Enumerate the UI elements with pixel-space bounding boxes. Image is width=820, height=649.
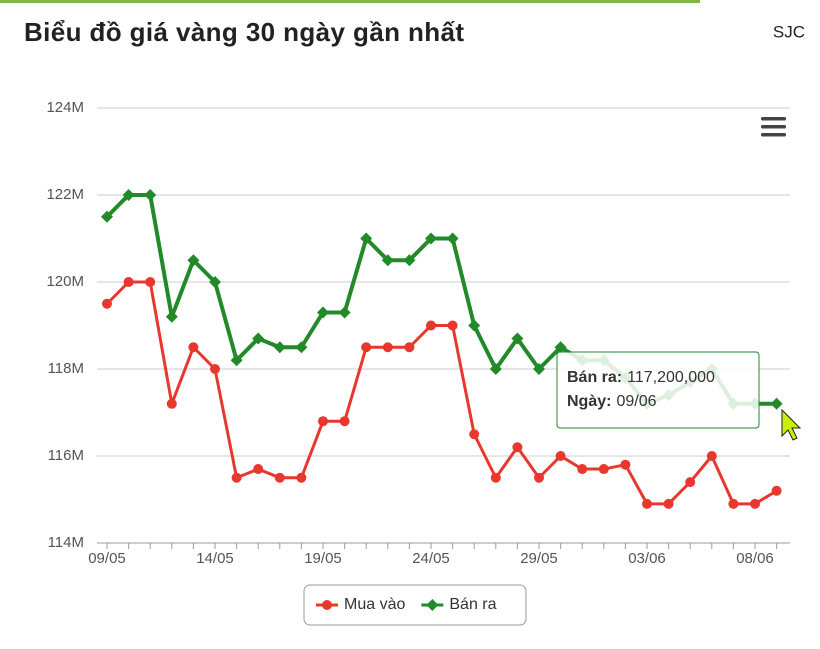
y-tick-label: 116M bbox=[48, 447, 84, 464]
point bbox=[404, 342, 415, 353]
point bbox=[295, 341, 308, 354]
x-tick-label: 03/06 bbox=[628, 550, 666, 567]
point bbox=[468, 319, 481, 332]
x-tick-label: 19/05 bbox=[304, 550, 342, 567]
y-tick-label: 122M bbox=[46, 186, 84, 203]
point bbox=[317, 306, 329, 319]
point bbox=[102, 298, 112, 309]
x-tick-label: 24/05 bbox=[412, 550, 450, 567]
point bbox=[252, 332, 265, 345]
point bbox=[533, 363, 545, 375]
point bbox=[123, 277, 134, 287]
point bbox=[447, 320, 458, 331]
tooltip-value: 117,200,000 bbox=[627, 369, 715, 386]
point bbox=[273, 341, 286, 354]
point bbox=[339, 416, 350, 427]
legend-box bbox=[303, 584, 527, 626]
point bbox=[360, 232, 373, 245]
y-tick-label: 114M bbox=[48, 534, 84, 551]
tooltip-label: Bán ra: bbox=[567, 369, 622, 386]
point bbox=[685, 477, 696, 488]
y-tick-label: 120M bbox=[46, 273, 84, 290]
point bbox=[663, 498, 674, 509]
point bbox=[489, 363, 502, 375]
point bbox=[750, 498, 760, 509]
point bbox=[770, 397, 783, 410]
point bbox=[145, 277, 156, 287]
point bbox=[382, 342, 393, 353]
point bbox=[338, 306, 351, 319]
point bbox=[166, 398, 177, 409]
point bbox=[296, 472, 307, 483]
source: SJC bbox=[773, 22, 805, 41]
legend-label[interactable]: Mua vào bbox=[344, 596, 405, 613]
legend-label[interactable]: Bán ra bbox=[449, 596, 496, 613]
top-bar bbox=[0, 0, 700, 3]
point bbox=[469, 429, 480, 440]
point bbox=[253, 464, 264, 475]
point bbox=[728, 498, 739, 509]
point bbox=[122, 189, 135, 201]
point bbox=[511, 332, 524, 345]
point bbox=[165, 310, 178, 323]
point bbox=[101, 210, 113, 223]
point bbox=[426, 320, 436, 331]
point bbox=[425, 232, 437, 245]
point bbox=[598, 464, 609, 475]
x-tick-label: 29/05 bbox=[520, 550, 558, 567]
legend-marker bbox=[426, 599, 439, 611]
point bbox=[318, 416, 328, 427]
y-tick-label: 124M bbox=[46, 99, 84, 116]
point bbox=[642, 498, 652, 509]
legend-marker bbox=[322, 600, 332, 610]
point bbox=[577, 464, 588, 475]
x-tick-label: 09/05 bbox=[88, 550, 126, 567]
point bbox=[620, 459, 631, 470]
point bbox=[231, 472, 242, 483]
point bbox=[381, 254, 394, 267]
title: Biểu đồ giá vàng 30 ngày gần nhất bbox=[24, 17, 464, 47]
point bbox=[490, 472, 501, 483]
point bbox=[512, 442, 523, 453]
tooltip-value: 09/06 bbox=[616, 393, 656, 410]
point bbox=[554, 341, 567, 354]
y-tick-label: 118M bbox=[48, 360, 84, 377]
point bbox=[187, 254, 200, 267]
point bbox=[209, 276, 221, 288]
point bbox=[534, 472, 544, 483]
point bbox=[144, 189, 157, 201]
point bbox=[706, 451, 717, 461]
point bbox=[210, 364, 220, 374]
point bbox=[361, 342, 372, 353]
x-tick-label: 08/06 bbox=[736, 550, 774, 567]
point bbox=[188, 342, 199, 353]
menu-icon[interactable] bbox=[761, 117, 786, 137]
point bbox=[446, 232, 459, 245]
x-tick-label: 14/05 bbox=[196, 550, 234, 567]
point bbox=[230, 354, 243, 367]
tooltip-box bbox=[556, 351, 760, 429]
point bbox=[771, 485, 782, 496]
point bbox=[274, 472, 285, 483]
point bbox=[555, 451, 566, 461]
point bbox=[403, 254, 416, 267]
cursor bbox=[781, 408, 802, 441]
tooltip-label: Ngày: bbox=[567, 393, 611, 410]
